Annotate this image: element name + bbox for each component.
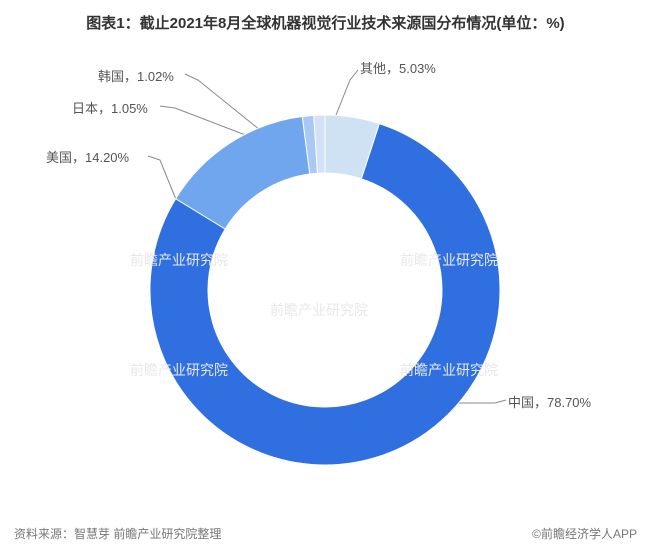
watermark-text: 前瞻产业研究院 xyxy=(400,360,498,380)
slice-label-日本: 日本，1.05% xyxy=(72,98,148,117)
watermark-text: 前瞻产业研究院 xyxy=(130,360,228,380)
watermark-text: 前瞻产业研究院 xyxy=(270,300,368,320)
watermark-text: 前瞻产业研究院 xyxy=(400,250,498,270)
slice-label-其他: 其他，5.03% xyxy=(360,58,436,77)
footer-copyright: ©前瞻经济学人APP xyxy=(532,525,637,542)
watermark-text: 前瞻产业研究院 xyxy=(130,250,228,270)
leader-line-其他 xyxy=(336,70,358,115)
donut-svg xyxy=(150,115,500,465)
slice-label-韩国: 韩国，1.02% xyxy=(98,66,174,85)
footer-source: 资料来源：智慧芽 前瞻产业研究院整理 xyxy=(14,525,221,542)
slice-label-美国: 美国，14.20% xyxy=(46,147,129,166)
slice-label-中国: 中国，78.70% xyxy=(508,392,591,411)
